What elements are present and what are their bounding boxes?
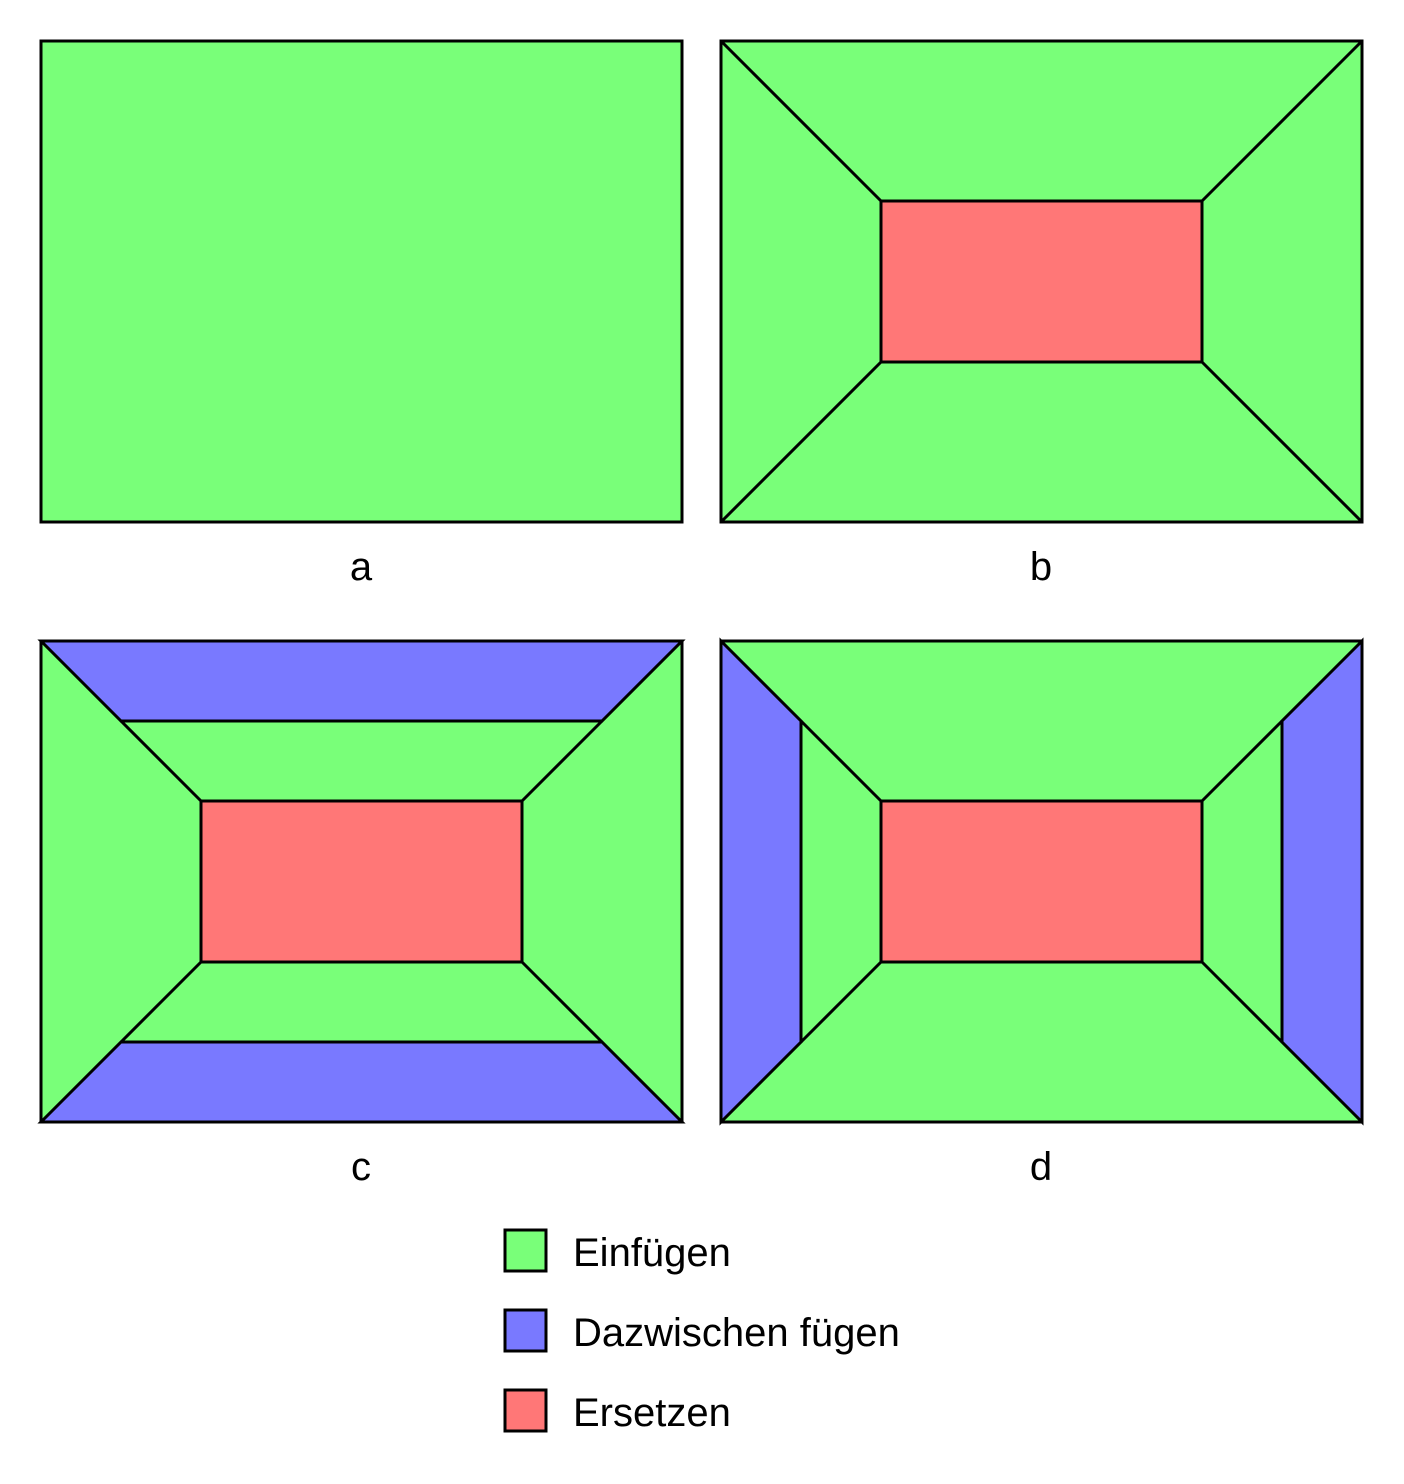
legend-swatch-replace [503,1388,548,1433]
legend-swatch-insert [503,1228,548,1273]
panel-c-diagonal-bl [119,960,203,1044]
panel-d-diagonal-tl [799,719,883,803]
panel-d-label: d [1030,1145,1052,1189]
panel-a: a [39,39,684,589]
panel-b-diagonal-br [1200,360,1364,524]
panel-a-insert-area [39,39,684,524]
panel-b: b [719,39,1364,589]
panel-c-diagonal-tr [520,719,604,803]
legend-item-between: Dazwischen fügen [503,1308,900,1355]
panel-d-diagonal-br [1200,960,1284,1044]
panel-c: c [37,639,686,1189]
panel-c-between-bottom [37,1040,686,1124]
panel-d-diagonal-bl [799,960,883,1044]
panel-b-diagonal-tl [719,39,883,203]
panel-b-replace-area [879,199,1204,364]
panel-b-label: b [1030,545,1052,589]
legend-swatch-between [503,1308,548,1353]
panel-c-label: c [351,1145,371,1189]
panel-c-replace-area [199,799,524,964]
legend-item-insert: Einfügen [503,1228,731,1275]
legend: Einfügen Dazwischen fügen Ersetzen [503,1228,900,1435]
legend-label-insert: Einfügen [573,1231,731,1275]
panel-a-label: a [350,545,373,589]
panel-c-diagonal-tl [119,719,203,803]
panel-b-diagonal-bl [719,360,883,524]
panel-d-diagonal-tr [1200,719,1284,803]
panel-d-between-left [719,637,803,1126]
legend-label-between: Dazwischen fügen [573,1311,900,1355]
panel-d: d [719,637,1364,1189]
legend-label-replace: Ersetzen [573,1391,731,1435]
legend-item-replace: Ersetzen [503,1388,731,1435]
panel-d-replace-area [879,799,1204,964]
panel-b-diagonal-tr [1200,39,1364,203]
panel-c-between-top [37,639,686,723]
panel-d-between-right [1280,637,1364,1126]
panel-c-diagonal-br [520,960,604,1044]
